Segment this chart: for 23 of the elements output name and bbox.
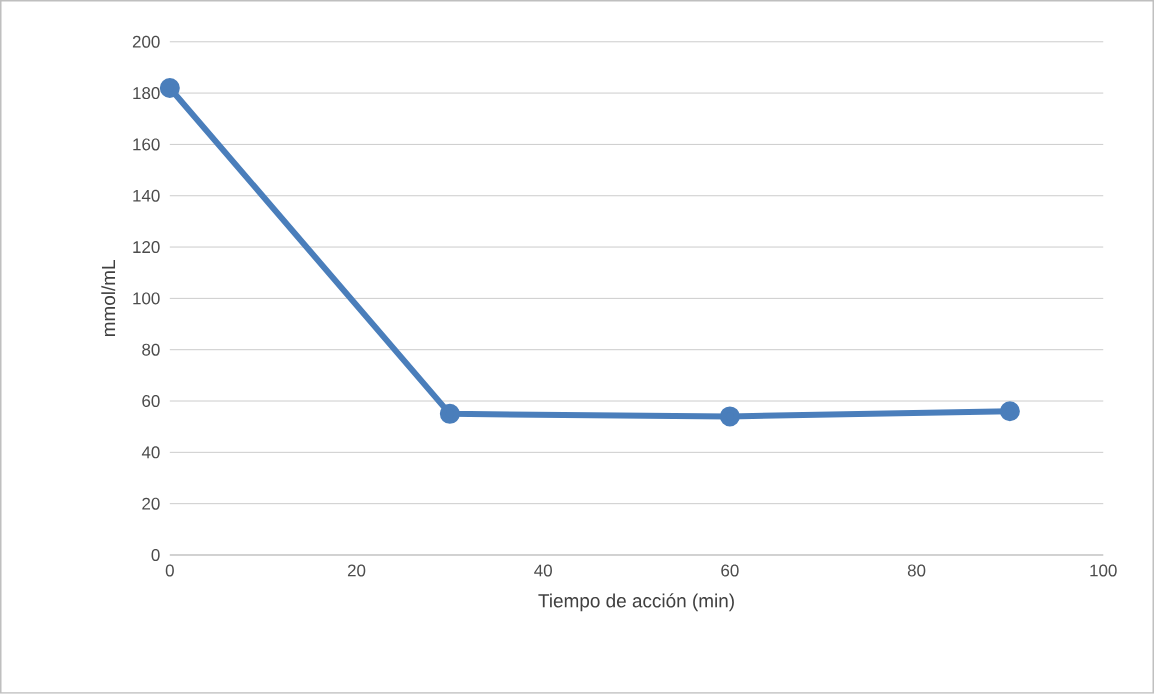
- x-tick-label: 0: [165, 564, 174, 577]
- x-tick-label: 100: [1090, 564, 1117, 577]
- y-axis-title: mmol/mL: [101, 260, 116, 337]
- x-axis-title: Tiempo de acción (min): [538, 593, 734, 612]
- y-tick-label: 80: [142, 343, 160, 356]
- y-tick-label: 40: [141, 446, 160, 459]
- point: [159, 78, 180, 99]
- y-tick-label: 180: [133, 87, 160, 100]
- y-tick-label: 120: [133, 241, 160, 254]
- point: [439, 403, 460, 424]
- y-tick-label: 140: [133, 189, 160, 202]
- x-tick-label: 20: [347, 564, 366, 577]
- y-tick-label: 200: [132, 35, 160, 48]
- y-tick-label: 100: [133, 292, 160, 305]
- y-tick-label: 20: [142, 497, 160, 510]
- point: [999, 401, 1020, 422]
- x-tick-label: 40: [534, 564, 552, 577]
- y-tick-label: 160: [133, 138, 160, 151]
- x-tick-label: 80: [907, 564, 926, 577]
- point: [719, 406, 740, 427]
- y-tick-label: 60: [142, 395, 160, 408]
- x-tick-label: 60: [721, 564, 739, 577]
- y-tick-label: 0: [151, 549, 160, 562]
